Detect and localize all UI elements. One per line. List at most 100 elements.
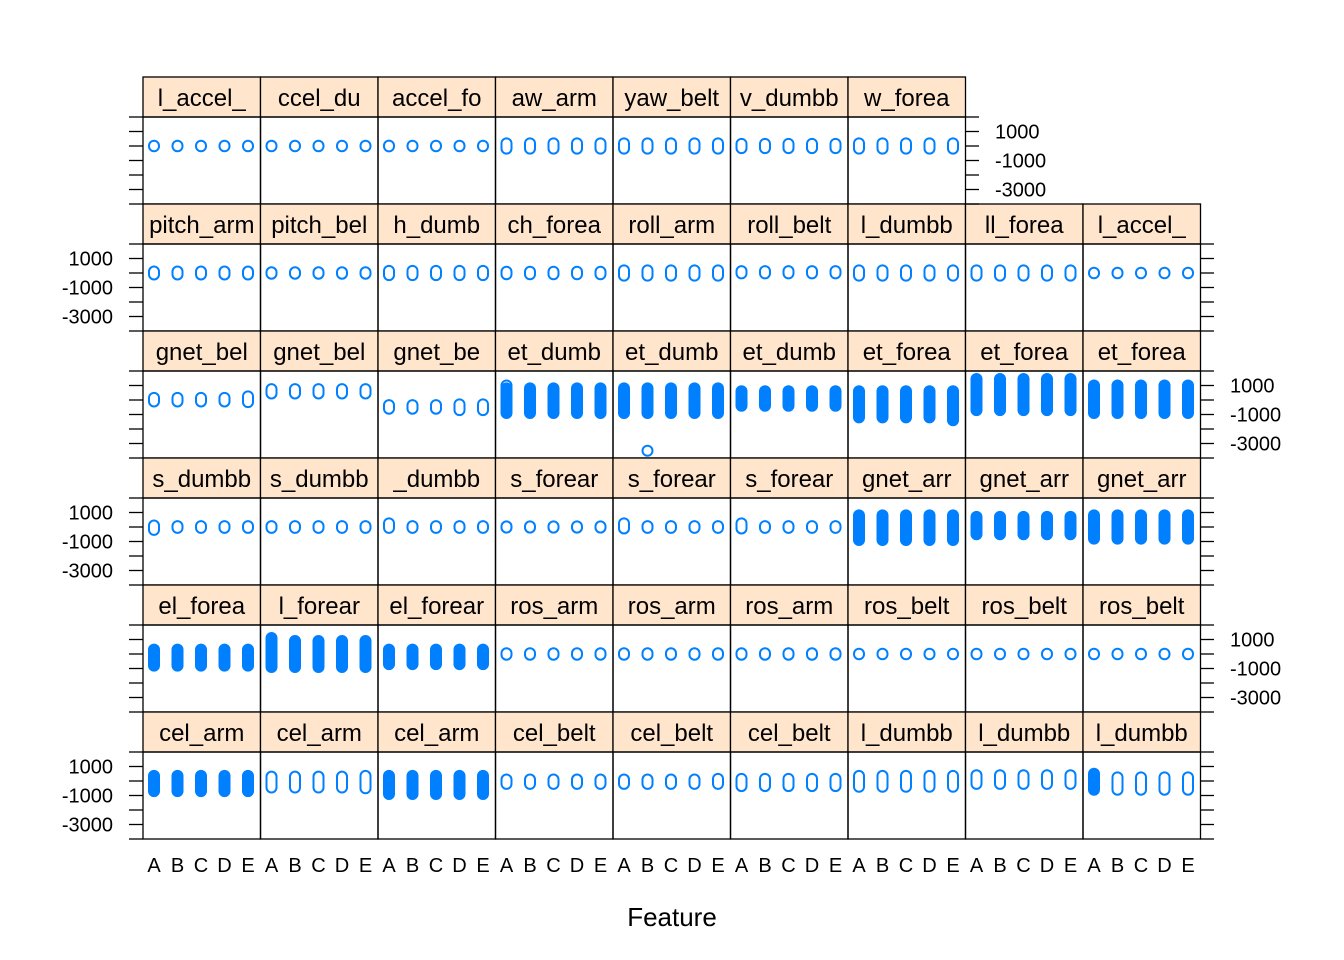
data-point-A [265, 266, 278, 280]
data-point-C [547, 773, 560, 790]
panel-points [970, 372, 1077, 417]
panel-6-7: l_dumbb [847, 711, 967, 840]
panel-points [148, 519, 254, 536]
data-point-C [665, 647, 677, 661]
data-point-D [336, 634, 348, 674]
panel-strip-label: v_dumbb [740, 85, 839, 112]
data-point-D [688, 137, 701, 155]
panel-4-5: s_forear [612, 457, 732, 586]
data-point-C [547, 647, 560, 661]
data-point-B [759, 137, 771, 155]
panel-frame [377, 116, 497, 205]
panel-strip-label: w_forea [863, 85, 950, 112]
panel-points [853, 264, 959, 282]
panel-3-5: et_dumb [612, 330, 732, 459]
panel-4-6: s_forear [729, 457, 849, 586]
x-tick-label: C [546, 855, 560, 877]
panel-points [853, 137, 959, 155]
panel-strip-label: aw_arm [512, 85, 597, 112]
data-point-D [923, 769, 936, 793]
panel-frame [1082, 624, 1202, 713]
data-point-B [171, 139, 184, 153]
data-point-A [1088, 379, 1100, 420]
data-point-D [806, 385, 818, 412]
panel-6-1: cel_arm [142, 711, 262, 840]
data-point-E [1064, 372, 1077, 417]
data-point-D [336, 383, 348, 400]
data-point-D [453, 520, 466, 534]
panel-frame [259, 116, 379, 205]
data-point-D [218, 139, 231, 153]
data-point-A [148, 643, 160, 672]
data-point-B [1111, 771, 1124, 796]
panel-strip [612, 330, 732, 372]
x-tick-label: A [970, 855, 984, 877]
x-tick-label: C [1134, 855, 1148, 877]
panel-strip [612, 711, 732, 753]
data-point-A [618, 647, 630, 661]
data-point-A [1088, 509, 1100, 545]
data-point-B [641, 773, 654, 790]
data-point-E [947, 509, 959, 547]
panel-6-4: cel_belt [494, 711, 614, 840]
panel-6-9: l_dumbb [1082, 711, 1202, 840]
panel-points [383, 517, 489, 534]
data-point-D [1041, 372, 1053, 417]
panel-strip-label: s_forear [745, 466, 833, 493]
panel-strip-label: roll_belt [747, 212, 831, 239]
data-point-D [571, 265, 583, 281]
x-tick-label: B [876, 855, 889, 877]
y-tick-label: -3000 [1230, 688, 1281, 710]
data-point-B [171, 520, 184, 534]
data-point-B [289, 520, 301, 534]
x-tick-label: B [288, 855, 301, 877]
panel-strip-label: cel_belt [513, 720, 596, 747]
data-point-C [430, 643, 442, 671]
y-tick-label: -3000 [62, 815, 113, 837]
data-point-C [195, 391, 207, 408]
data-point-D [923, 647, 936, 661]
panel-points [1088, 379, 1194, 420]
panel-strip-label: l_dumbb [861, 720, 953, 747]
data-point-B [289, 770, 301, 794]
data-point-D [1041, 510, 1053, 541]
data-point-A [265, 383, 278, 400]
data-point-C [430, 399, 442, 415]
data-point-B [641, 520, 654, 534]
data-point-A [500, 382, 513, 420]
panel-frame [612, 497, 732, 586]
panel-points [970, 769, 1077, 790]
x-tick-label: C [1016, 855, 1030, 877]
data-point-A [970, 264, 983, 282]
x-tick-label: E [594, 855, 607, 877]
panel-points [735, 385, 842, 412]
data-point-A [970, 510, 983, 541]
data-point-A [853, 647, 865, 661]
data-point-B [289, 383, 301, 400]
panel-3-6: et_dumb [729, 330, 849, 459]
data-point-C [665, 382, 677, 420]
x-tick-label: C [899, 855, 913, 877]
data-point-A [148, 391, 160, 408]
y-tick-label: 1000 [995, 122, 1040, 144]
data-point-D [923, 264, 936, 282]
data-point-E [829, 265, 842, 280]
data-point-B [641, 382, 654, 420]
data-point-A [735, 772, 748, 793]
panel-4-7: gnet_arr [847, 457, 967, 586]
panel-frame [259, 243, 379, 332]
panel-strip [729, 457, 849, 499]
data-point-A [265, 632, 278, 674]
panel-strip-label: roll_arm [628, 212, 715, 239]
panel-strip-label: gnet_bel [273, 339, 365, 366]
data-point-B [406, 139, 419, 153]
data-point-A [618, 517, 630, 535]
y-axis-row-6: 1000 -1000 -3000 [62, 751, 1214, 840]
panel-strip [494, 584, 614, 626]
panel-frame [964, 751, 1084, 840]
panel-strip-label: s_forear [510, 466, 598, 493]
panel-strip-label: _dumbb [392, 466, 480, 493]
panel-1-6: v_dumbb [729, 76, 849, 205]
data-point-B [406, 769, 419, 801]
